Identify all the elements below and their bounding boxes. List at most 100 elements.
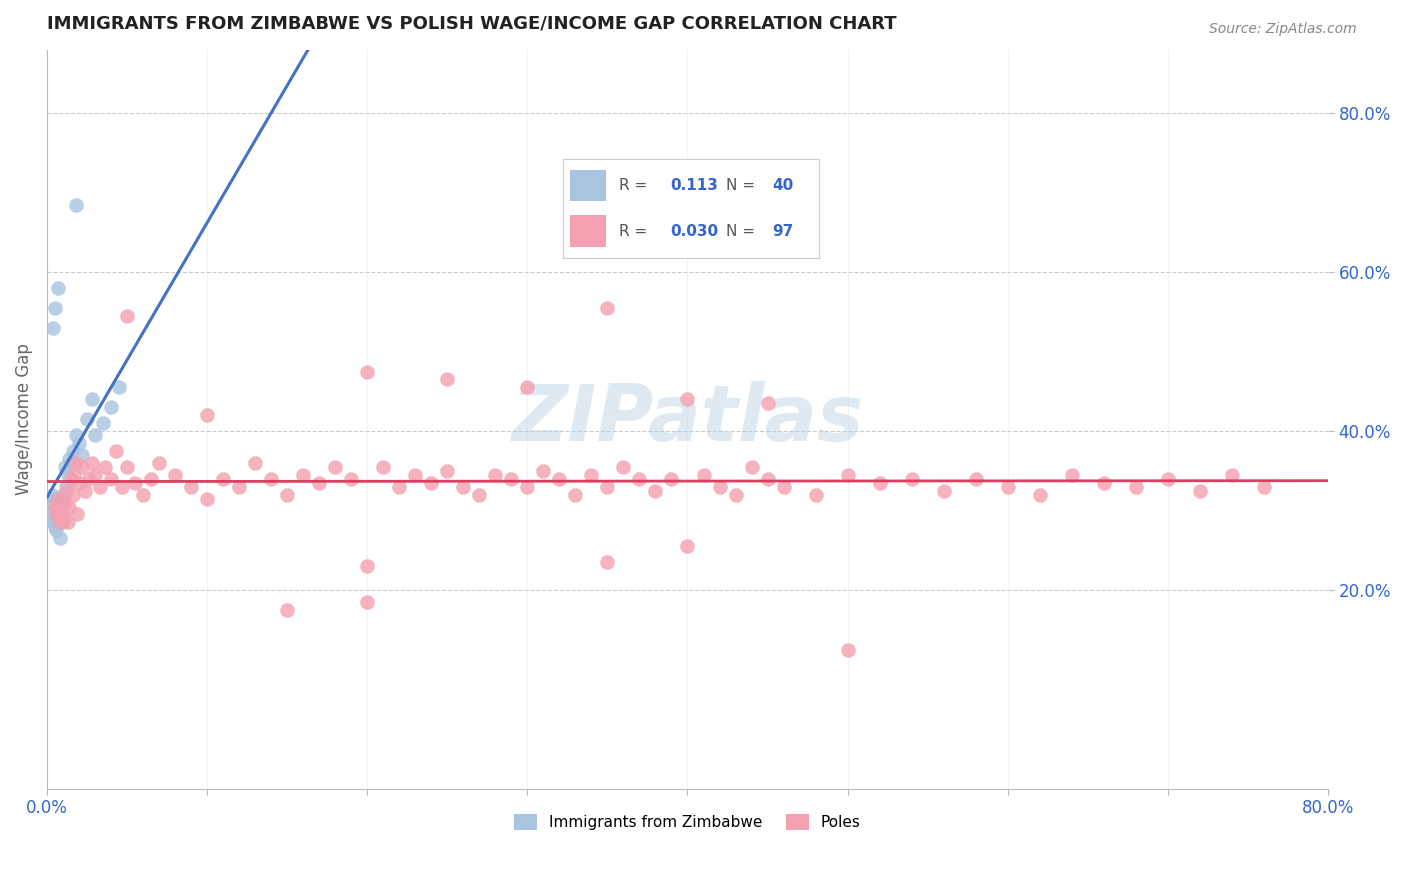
Point [997, 480, 1019, 494]
Point [63, 467, 86, 482]
Point [276, 603, 298, 617]
Point [46, 491, 69, 506]
Point [51, 508, 73, 522]
Point [837, 467, 859, 482]
Point [404, 467, 426, 482]
Point [596, 555, 619, 569]
Point [66, 508, 89, 522]
Point [115, 459, 138, 474]
Point [55, 480, 77, 494]
Point [48, 495, 70, 509]
Point [356, 559, 378, 574]
Point [741, 459, 763, 474]
Point [1092, 475, 1115, 490]
Point [596, 301, 619, 315]
Point [581, 467, 603, 482]
Point [55, 483, 77, 498]
Point [108, 380, 131, 394]
Point [612, 459, 634, 474]
Point [1253, 480, 1275, 494]
Point [65, 428, 87, 442]
Point [70, 459, 93, 474]
Point [76, 412, 98, 426]
Point [52, 488, 75, 502]
Text: 40: 40 [772, 178, 794, 193]
Point [804, 488, 827, 502]
Point [676, 392, 699, 407]
Point [89, 480, 111, 494]
Text: N =: N = [727, 224, 755, 239]
Y-axis label: Wage/Income Gap: Wage/Income Gap [15, 343, 32, 495]
Point [65, 456, 87, 470]
Point [93, 459, 115, 474]
Point [91, 416, 114, 430]
Point [46, 503, 69, 517]
Point [756, 396, 779, 410]
Point [51, 503, 73, 517]
Point [276, 488, 298, 502]
Point [516, 380, 538, 394]
Point [373, 459, 395, 474]
Point [323, 459, 346, 474]
Point [308, 475, 330, 490]
Text: IMMIGRANTS FROM ZIMBABWE VS POLISH WAGE/INCOME GAP CORRELATION CHART: IMMIGRANTS FROM ZIMBABWE VS POLISH WAGE/… [46, 15, 897, 33]
Point [548, 472, 571, 486]
Point [932, 483, 955, 498]
Point [62, 444, 84, 458]
Point [41, 488, 63, 502]
Point [139, 472, 162, 486]
Text: 97: 97 [772, 224, 794, 239]
Point [724, 488, 747, 502]
Point [228, 480, 250, 494]
Point [46, 491, 69, 506]
Point [84, 467, 107, 482]
Point [1029, 488, 1052, 502]
Point [62, 488, 84, 502]
Point [59, 472, 82, 486]
Point [45, 500, 67, 514]
Point [484, 467, 506, 482]
Point [100, 401, 122, 415]
Point [596, 480, 619, 494]
Point [80, 456, 103, 470]
Point [195, 491, 218, 506]
Point [58, 451, 80, 466]
FancyBboxPatch shape [571, 169, 606, 202]
Point [1157, 472, 1180, 486]
Point [356, 365, 378, 379]
Point [148, 456, 170, 470]
Point [163, 467, 186, 482]
Point [45, 508, 67, 522]
Point [46, 516, 69, 530]
Point [772, 480, 794, 494]
Point [1125, 480, 1147, 494]
Point [388, 480, 411, 494]
Point [80, 392, 103, 407]
Point [42, 503, 65, 517]
Point [75, 483, 97, 498]
Point [70, 448, 93, 462]
Point [56, 516, 79, 530]
Point [53, 459, 76, 474]
Point [59, 456, 82, 470]
Point [453, 480, 475, 494]
Point [51, 500, 73, 514]
Point [65, 198, 87, 212]
Point [58, 500, 80, 514]
Point [45, 508, 67, 522]
Point [516, 480, 538, 494]
Point [564, 488, 586, 502]
Point [48, 511, 70, 525]
Point [48, 532, 70, 546]
Text: Source: ZipAtlas.com: Source: ZipAtlas.com [1209, 22, 1357, 37]
Point [67, 436, 90, 450]
Text: 0.113: 0.113 [671, 178, 718, 193]
Point [900, 472, 922, 486]
Point [661, 472, 683, 486]
Point [41, 511, 63, 525]
Point [46, 281, 69, 295]
Point [180, 480, 202, 494]
Point [39, 495, 62, 509]
Point [501, 472, 523, 486]
Point [1060, 467, 1083, 482]
